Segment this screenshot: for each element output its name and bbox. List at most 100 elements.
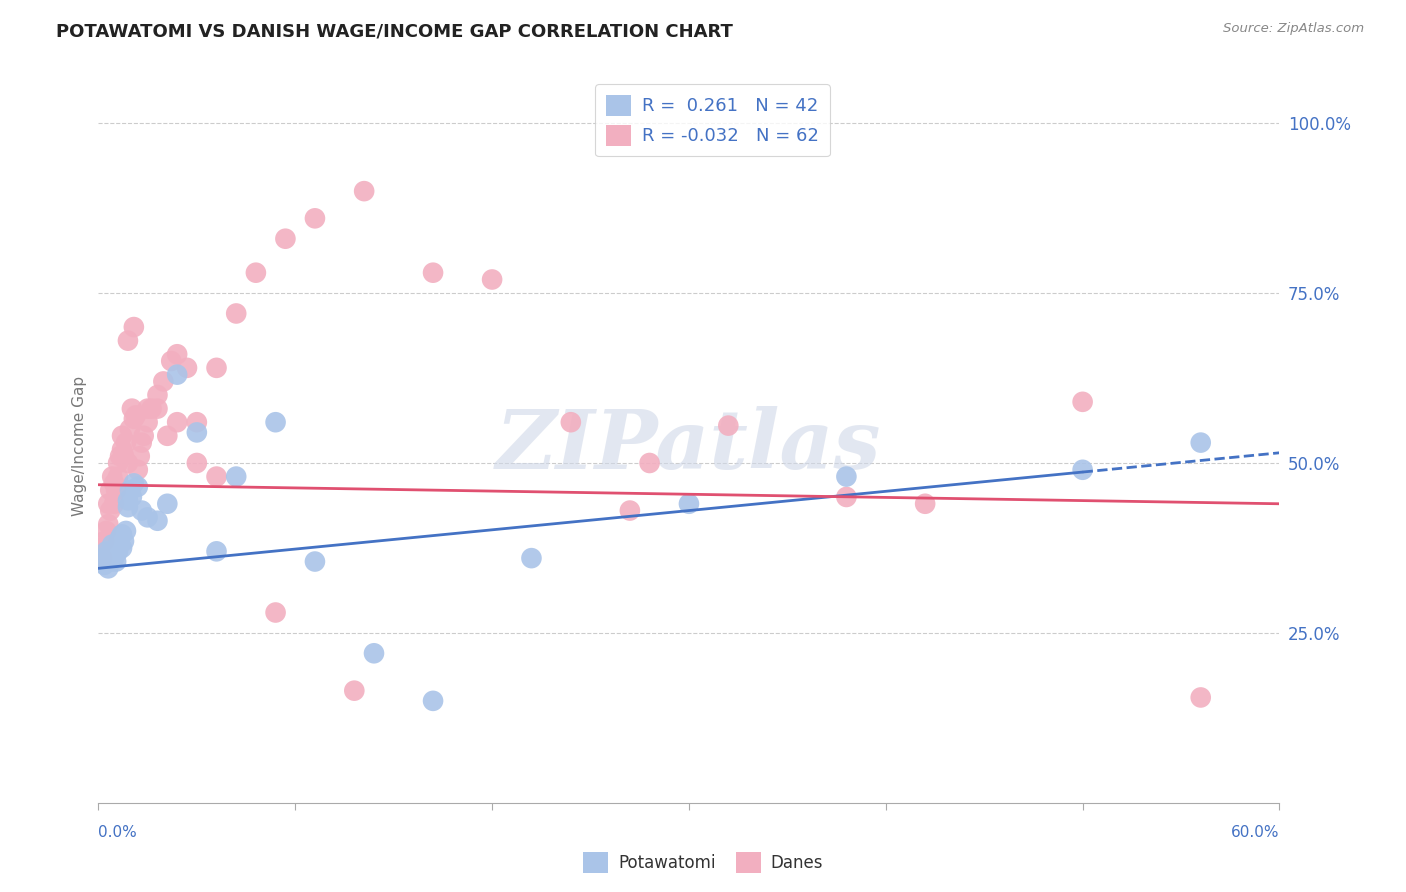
Point	[115, 524, 138, 538]
Point	[112, 449, 135, 463]
Point	[117, 493, 139, 508]
Point	[89, 541, 111, 555]
Point	[118, 422, 141, 436]
Point	[112, 534, 135, 549]
Point	[619, 503, 641, 517]
Point	[105, 483, 128, 498]
Point	[122, 320, 145, 334]
Point	[125, 409, 148, 423]
Point	[132, 429, 155, 443]
Point	[835, 490, 858, 504]
Point	[156, 497, 179, 511]
Point	[107, 456, 129, 470]
Point	[117, 334, 139, 348]
Point	[101, 548, 124, 562]
Point	[520, 551, 543, 566]
Point	[176, 360, 198, 375]
Point	[121, 401, 143, 416]
Point	[131, 503, 153, 517]
Point	[146, 514, 169, 528]
Point	[363, 646, 385, 660]
Point	[422, 266, 444, 280]
Point	[1189, 435, 1212, 450]
Point	[717, 418, 740, 433]
Point	[93, 534, 115, 549]
Point	[186, 415, 208, 429]
Point	[422, 694, 444, 708]
Point	[1189, 690, 1212, 705]
Point	[638, 456, 661, 470]
Y-axis label: Wage/Income Gap: Wage/Income Gap	[72, 376, 87, 516]
Point	[128, 449, 150, 463]
Point	[107, 544, 129, 558]
Point	[103, 476, 125, 491]
Point	[274, 232, 297, 246]
Point	[205, 469, 228, 483]
Point	[146, 388, 169, 402]
Point	[136, 510, 159, 524]
Point	[146, 401, 169, 416]
Point	[141, 401, 163, 416]
Point	[98, 483, 121, 498]
Point	[225, 306, 247, 320]
Point	[111, 429, 134, 443]
Point	[101, 537, 124, 551]
Point	[343, 683, 366, 698]
Point	[160, 354, 183, 368]
Point	[835, 469, 858, 483]
Point	[166, 368, 188, 382]
Point	[304, 555, 326, 569]
Point	[103, 497, 125, 511]
Point	[186, 456, 208, 470]
Legend: R =  0.261   N = 42, R = -0.032   N = 62: R = 0.261 N = 42, R = -0.032 N = 62	[595, 84, 830, 156]
Point	[98, 503, 121, 517]
Text: 0.0%: 0.0%	[98, 825, 138, 840]
Point	[205, 544, 228, 558]
Text: POTAWATOMI VS DANISH WAGE/INCOME GAP CORRELATION CHART: POTAWATOMI VS DANISH WAGE/INCOME GAP COR…	[56, 22, 733, 40]
Point	[678, 497, 700, 511]
Point	[166, 415, 188, 429]
Point	[97, 548, 120, 562]
Point	[156, 429, 179, 443]
Point	[97, 517, 120, 532]
Point	[111, 527, 134, 541]
Point	[121, 490, 143, 504]
Point	[97, 497, 120, 511]
Point	[117, 456, 139, 470]
Point	[205, 360, 228, 375]
Point	[131, 435, 153, 450]
Point	[107, 469, 129, 483]
Point	[264, 415, 287, 429]
Point	[225, 469, 247, 483]
Point	[115, 435, 138, 450]
Point	[122, 476, 145, 491]
Point	[103, 544, 125, 558]
Text: Source: ZipAtlas.com: Source: ZipAtlas.com	[1223, 22, 1364, 36]
Point	[1071, 394, 1094, 409]
Point	[152, 375, 174, 389]
Point	[108, 449, 131, 463]
Point	[103, 551, 125, 566]
Point	[136, 415, 159, 429]
Point	[107, 537, 129, 551]
Legend: Potawatomi, Danes: Potawatomi, Danes	[576, 846, 830, 880]
Point	[1071, 463, 1094, 477]
Point	[914, 497, 936, 511]
Point	[186, 425, 208, 440]
Point	[111, 442, 134, 457]
Point	[89, 555, 111, 569]
Point	[304, 211, 326, 226]
Point	[105, 555, 128, 569]
Point	[245, 266, 267, 280]
Point	[560, 415, 582, 429]
Point	[96, 524, 118, 538]
Point	[117, 500, 139, 515]
Point	[97, 561, 120, 575]
Point	[118, 483, 141, 498]
Point	[166, 347, 188, 361]
Text: 60.0%: 60.0%	[1232, 825, 1279, 840]
Point	[93, 558, 115, 572]
Point	[264, 606, 287, 620]
Point	[91, 551, 114, 566]
Point	[98, 555, 121, 569]
